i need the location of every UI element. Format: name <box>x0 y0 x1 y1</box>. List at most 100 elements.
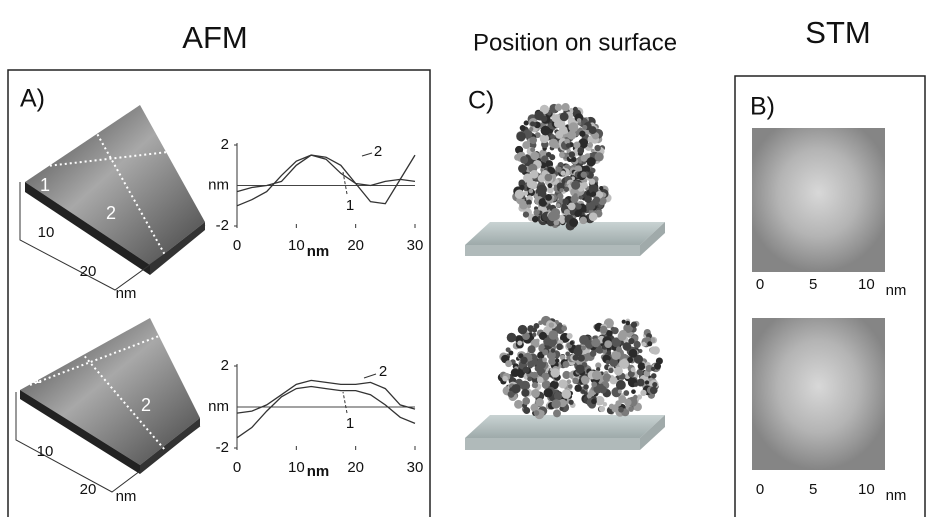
molecule-model <box>465 315 665 450</box>
axis-tick-label: 10 <box>38 224 55 241</box>
curve-leader <box>342 171 348 195</box>
axis-unit: nm <box>116 488 137 505</box>
profile-line <box>29 329 176 386</box>
atom <box>617 331 627 341</box>
profile-marker: 1 <box>40 175 50 195</box>
afm-surface <box>19 105 206 291</box>
atom <box>518 179 526 187</box>
atom <box>534 365 541 372</box>
atom <box>595 362 602 369</box>
atom <box>609 376 618 385</box>
curve-label: 2 <box>374 143 382 160</box>
atom <box>507 390 515 398</box>
surface-plate-edge <box>465 245 640 256</box>
atom <box>621 319 626 324</box>
atom <box>568 151 576 158</box>
atom <box>555 358 560 363</box>
atom <box>576 118 582 123</box>
atom <box>558 379 568 389</box>
surface-plate-edge <box>640 415 665 450</box>
afm-frame <box>7 69 431 517</box>
atom <box>611 337 622 348</box>
atom <box>647 341 653 347</box>
atom <box>506 332 517 343</box>
atom <box>563 186 570 192</box>
atom <box>531 388 540 398</box>
axis-frame <box>19 182 206 291</box>
atom <box>563 209 571 216</box>
atom <box>550 134 556 140</box>
panel-label: C) <box>468 87 494 115</box>
atom <box>559 188 564 193</box>
atom <box>551 399 561 409</box>
x-tick-label: 0 <box>756 481 764 498</box>
stm-image <box>752 318 885 470</box>
profile-marker: 1 <box>32 367 42 387</box>
atom <box>519 124 526 131</box>
surface-side <box>25 182 150 275</box>
atom <box>527 376 533 382</box>
atom <box>547 166 554 173</box>
atom <box>579 130 586 137</box>
panel-label: A) <box>20 85 45 113</box>
axis-tick-label: 20 <box>80 263 97 280</box>
atom <box>650 366 656 372</box>
atom <box>619 359 630 370</box>
y-tick-label: 2 <box>221 357 229 374</box>
atom <box>599 186 604 191</box>
profile-marker: 2 <box>106 203 116 223</box>
atom <box>640 389 647 397</box>
atom <box>625 320 631 326</box>
atom <box>636 368 644 376</box>
atom <box>502 375 508 382</box>
panel-label: B) <box>750 93 775 121</box>
atom <box>602 401 608 407</box>
x-tick-label: 10 <box>288 459 305 476</box>
atom <box>537 174 546 183</box>
atom <box>534 132 541 139</box>
atom <box>540 125 551 136</box>
atom <box>588 184 599 195</box>
atom <box>505 360 513 368</box>
atom <box>522 332 530 340</box>
atom <box>577 147 585 154</box>
atom <box>630 367 636 373</box>
atom <box>575 203 582 210</box>
atom <box>569 107 574 113</box>
curve-label: 1 <box>346 197 354 214</box>
atom <box>535 397 544 407</box>
atom <box>594 395 605 406</box>
atom <box>557 193 564 200</box>
atom <box>520 155 529 164</box>
profile-curve <box>236 154 416 207</box>
x-axis-unit: nm <box>886 282 907 299</box>
atom <box>585 200 596 211</box>
profile-marker: 2 <box>141 395 151 415</box>
atom <box>561 325 568 332</box>
profile-curve <box>236 154 416 205</box>
atom <box>618 395 627 404</box>
atom <box>560 170 566 176</box>
atom <box>561 103 570 112</box>
axis-tick-label: 10 <box>37 443 54 460</box>
atom <box>559 112 569 122</box>
atom <box>580 171 587 178</box>
atom <box>567 384 573 389</box>
molecule-model <box>465 103 665 256</box>
atom <box>550 348 556 353</box>
atom <box>579 216 588 225</box>
atom <box>580 345 586 351</box>
atom <box>538 357 543 363</box>
atom <box>580 375 589 383</box>
atom <box>551 114 560 123</box>
atom <box>555 166 562 173</box>
atom <box>602 373 612 382</box>
atom <box>522 366 530 374</box>
afm-header: AFM <box>182 20 247 55</box>
atom <box>652 381 658 388</box>
atom <box>555 203 561 208</box>
atom <box>613 404 619 410</box>
atom <box>529 170 539 179</box>
atom <box>556 343 563 351</box>
atom <box>554 103 563 112</box>
